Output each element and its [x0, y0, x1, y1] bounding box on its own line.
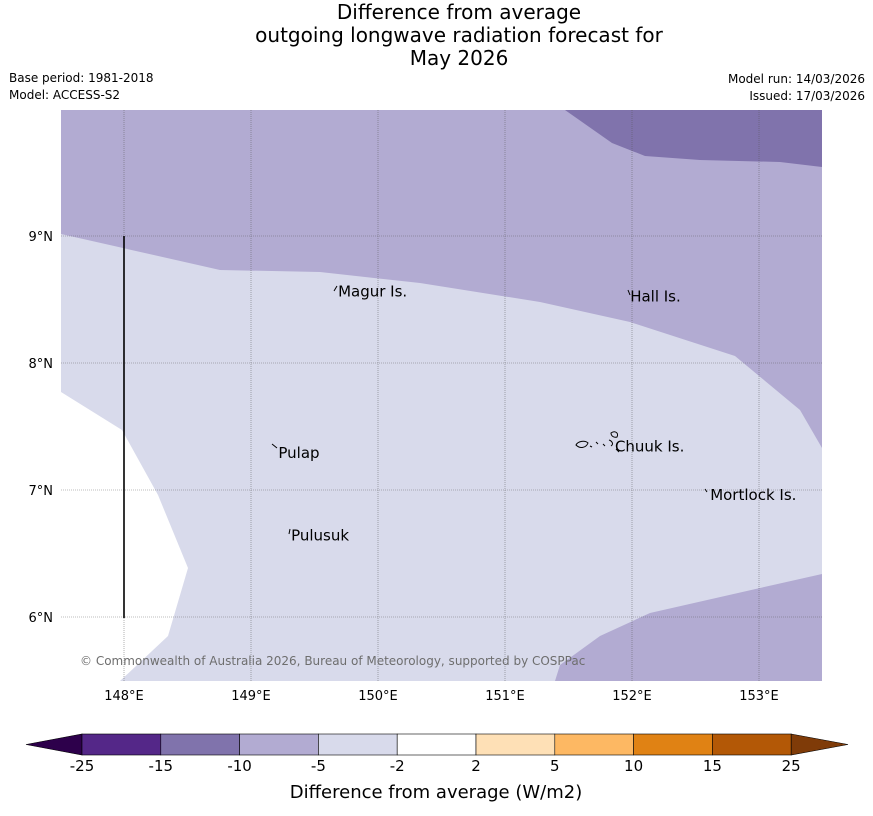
colorbar-tick-label: 5 [550, 757, 560, 775]
colorbar-title: Difference from average (W/m2) [290, 782, 582, 803]
place-label-hall-is: Hall Is. [630, 288, 681, 306]
meta-left: Base period: 1981-2018 Model: ACCESS-S2 [9, 70, 154, 104]
island-pulusuk [288, 528, 291, 535]
lat-tick-label: 9°N [29, 230, 54, 245]
model-name: Model: ACCESS-S2 [9, 88, 121, 102]
place-label-pulusuk: Pulusuk [291, 526, 349, 544]
contour-band-minus15-minus10 [565, 110, 822, 167]
colorbar-segment [318, 733, 398, 756]
island-chuuk [575, 431, 620, 453]
title-line-3: May 2026 [409, 46, 509, 70]
model-run: Model run: 14/03/2026 [727, 72, 865, 86]
colorbar-tick-label: 15 [703, 757, 722, 775]
issued-date: Issued: 17/03/2026 [749, 89, 865, 103]
colorbar-segment [396, 733, 477, 756]
colorbar-tick-label: 10 [624, 757, 643, 775]
lon-tick-label: 153°E [739, 689, 779, 704]
colorbar-segment [81, 733, 162, 756]
title-line-2: outgoing longwave radiation forecast for [255, 23, 663, 47]
colorbar-tick-label: -10 [227, 757, 252, 775]
lat-tick-label: 8°N [29, 357, 54, 372]
island-hall [627, 289, 631, 296]
gridlines [61, 110, 822, 681]
colorbar-tick-label: -5 [311, 757, 326, 775]
lon-tick-label: 150°E [358, 689, 398, 704]
lon-tick-label: 152°E [612, 689, 652, 704]
colorbar-tick-label: 25 [782, 757, 801, 775]
title-line-1: Difference from average [336, 0, 582, 24]
lat-tick-label: 6°N [29, 611, 54, 626]
lat-tick-label: 7°N [29, 484, 54, 499]
place-label-mortlock-is: Mortlock Is. [710, 486, 796, 504]
lon-tick-label: 151°E [485, 689, 525, 704]
place-label-pulap: Pulap [278, 444, 319, 462]
colorbar-tick-label: -15 [149, 757, 174, 775]
colorbar-segment [554, 733, 634, 756]
lon-tick-label: 149°E [231, 689, 271, 704]
map-panel: Magur Is. Hall Is. Pulap Chuuk Is. Mortlock … [61, 110, 822, 681]
colorbar-extend-low [25, 733, 83, 756]
copyright-notice: © Commonwealth of Australia 2026, Bureau… [80, 654, 585, 668]
colorbar-tick-label: 2 [471, 757, 481, 775]
island-mortlock [704, 488, 708, 493]
colorbar: -25 -15 -10 -5 -2 2 5 10 15 25 [25, 733, 849, 775]
island-outlines [271, 285, 708, 535]
place-label-magur-is: Magur Is. [338, 283, 407, 301]
place-label-chuuk-is: Chuuk Is. [615, 438, 684, 456]
colorbar-segment [239, 733, 319, 756]
base-period: Base period: 1981-2018 [9, 71, 154, 85]
longitude-tick-labels: 148°E 149°E 150°E 151°E 152°E 153°E [104, 689, 779, 704]
colorbar-tick-label: -25 [70, 757, 95, 775]
latitude-tick-labels: 9°N 8°N 7°N 6°N [29, 230, 54, 626]
meta-right: Model run: 14/03/2026 Issued: 17/03/2026 [728, 71, 865, 105]
colorbar-tick-label: -2 [390, 757, 405, 775]
place-labels: Magur Is. Hall Is. Pulap Chuuk Is. Mortlock … [278, 283, 796, 545]
chart-title: Difference from average outgoing longwav… [0, 1, 873, 70]
colorbar-segment [160, 733, 240, 756]
colorbar-segment [633, 733, 713, 756]
island-magur [333, 285, 338, 292]
contour-band-minus10-minus5-south [555, 574, 822, 681]
colorbar-segment [475, 733, 556, 756]
colorbar-segment [712, 733, 792, 756]
lon-tick-label: 148°E [104, 689, 144, 704]
colorbar-extend-high [790, 733, 849, 756]
island-pulap [271, 443, 278, 449]
